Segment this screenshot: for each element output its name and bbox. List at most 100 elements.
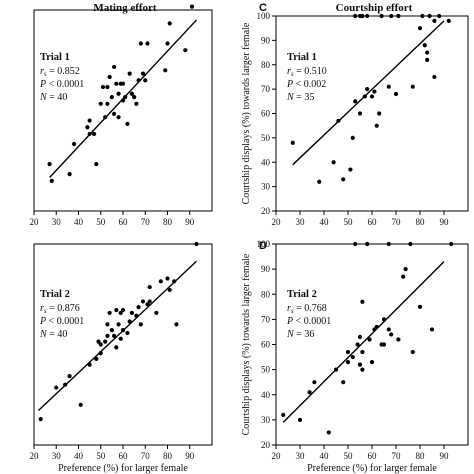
- stat-r: rs = 0.768: [287, 303, 327, 315]
- data-point: [105, 84, 110, 90]
- data-point: [353, 99, 358, 104]
- data-point: [98, 101, 103, 106]
- data-point: [386, 327, 391, 332]
- stat-n: N = 40: [39, 92, 67, 103]
- data-point: [396, 337, 401, 342]
- data-point: [49, 178, 54, 183]
- y-tick-label: 70: [261, 84, 271, 94]
- data-point: [348, 167, 353, 172]
- stat-p: P < 0.0001: [39, 316, 84, 327]
- data-point: [87, 131, 92, 137]
- y-tick-label: 60: [261, 340, 271, 350]
- stat-p: P < 0.002: [286, 79, 326, 90]
- data-point: [140, 299, 146, 304]
- data-point: [143, 78, 148, 83]
- y-tick-label: 60: [261, 109, 271, 119]
- data-point: [118, 336, 123, 341]
- data-point: [183, 48, 188, 53]
- y-tick-label: 50: [261, 133, 271, 143]
- data-point: [114, 81, 119, 86]
- data-point: [360, 349, 365, 355]
- y-tick-label: 80: [261, 60, 271, 70]
- data-point: [87, 118, 92, 123]
- data-point: [365, 87, 370, 92]
- data-point: [350, 135, 355, 140]
- x-tick-label: 40: [320, 217, 330, 227]
- data-point: [67, 373, 72, 379]
- x-tick-label: 70: [141, 451, 151, 461]
- x-axis-title: Preference (%) for larger female: [58, 463, 188, 474]
- y-tick-label: 90: [261, 264, 271, 274]
- plot-frame: [33, 9, 213, 212]
- plot-frame: [33, 243, 213, 446]
- data-point: [422, 43, 427, 48]
- data-point: [331, 160, 336, 165]
- x-tick-label: 30: [52, 217, 62, 227]
- data-point: [386, 84, 391, 89]
- data-point: [125, 121, 130, 126]
- data-point: [100, 84, 106, 90]
- data-point: [145, 41, 150, 46]
- data-point: [362, 94, 367, 99]
- data-point: [345, 349, 351, 355]
- data-point: [78, 402, 83, 407]
- y-tick-label: 100: [257, 11, 271, 21]
- y-tick-label: 20: [261, 206, 271, 216]
- panel-title: Mating effort: [93, 2, 157, 14]
- stat-p: P < 0.0001: [286, 316, 331, 327]
- panel-title: Courtship effort: [336, 2, 413, 14]
- data-point: [94, 356, 99, 361]
- data-point: [369, 94, 375, 99]
- data-point: [312, 380, 317, 385]
- panel-b: 20 30 40 50 60 70 80 90 Preference (%) for large…: [30, 241, 213, 474]
- data-point: [372, 89, 377, 94]
- x-tick-label: 20: [30, 217, 40, 227]
- data-point: [118, 310, 123, 316]
- y-tick-label: 30: [261, 182, 271, 192]
- data-point: [401, 274, 406, 279]
- data-point: [410, 349, 415, 355]
- stat-p: P < 0.0001: [39, 79, 84, 90]
- data-point: [360, 13, 365, 19]
- data-point: [136, 78, 141, 83]
- data-point: [123, 95, 128, 100]
- data-point: [147, 284, 152, 290]
- data-point: [393, 91, 399, 97]
- y-tick-label: 20: [261, 440, 271, 450]
- data-point: [129, 91, 134, 96]
- data-point: [417, 304, 423, 309]
- y-axis-title: Courtship displays (%) towards larger fe…: [241, 22, 252, 204]
- data-point: [367, 337, 372, 342]
- data-point: [297, 417, 303, 422]
- data-point: [114, 345, 119, 350]
- x-tick-label: 50: [344, 217, 354, 227]
- data-point: [138, 322, 143, 327]
- data-point: [381, 342, 387, 347]
- data-point: [91, 131, 97, 137]
- plot-frame: [275, 15, 469, 212]
- data-point: [120, 81, 126, 86]
- y-tick-label: 100: [257, 239, 271, 249]
- x-tick-label: 60: [368, 451, 378, 461]
- y-tick-label: 70: [261, 314, 271, 324]
- data-point: [369, 359, 375, 365]
- data-point: [389, 332, 394, 337]
- panel-letter: C: [259, 2, 267, 14]
- data-point: [379, 13, 384, 19]
- data-point: [127, 319, 132, 324]
- data-point: [154, 310, 159, 316]
- data-point: [353, 13, 358, 19]
- data-point: [116, 115, 121, 120]
- data-point: [281, 412, 286, 417]
- x-tick-label: 70: [141, 217, 151, 227]
- data-point: [353, 241, 358, 247]
- x-tick-label: 50: [96, 451, 106, 461]
- data-point: [374, 123, 379, 128]
- data-point: [386, 241, 391, 247]
- x-tick-label: 20: [272, 217, 282, 227]
- data-point: [355, 342, 360, 347]
- x-tick-label: 20: [30, 451, 40, 461]
